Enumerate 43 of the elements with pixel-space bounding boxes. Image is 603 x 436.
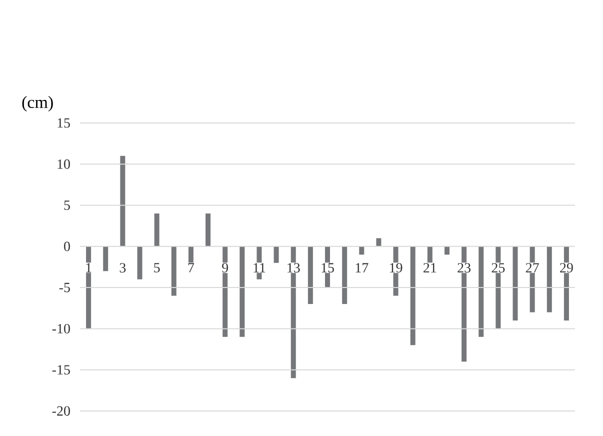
bar [342,246,348,304]
x-tick-label: 11 [254,263,266,272]
bar [120,156,126,246]
y-tick-label: -20 [52,406,70,416]
bar [137,246,142,280]
bar [171,246,176,296]
y-tick-label: 5 [64,200,70,210]
y-axis-title: (cm) [22,96,53,112]
bar [188,246,194,263]
x-tick-label: 15 [322,263,334,272]
x-tick-label: 19 [390,263,402,273]
bar [376,238,382,246]
x-tick-label: 25 [492,263,505,273]
y-tick-label: 10 [58,159,70,169]
x-tick-label: 29 [560,263,573,273]
y-tick-label: 15 [58,118,70,128]
x-tick-label: 13 [288,263,300,273]
bar [308,246,313,304]
bar [478,246,484,337]
bar [103,246,108,272]
x-tick-label: 27 [526,263,539,272]
x-tick-label: 17 [356,263,368,272]
y-tick-label: -15 [52,365,70,375]
bar [512,246,518,320]
bar [240,246,245,337]
bar [154,213,160,246]
x-tick-label: 5 [154,263,160,272]
bar [359,246,364,255]
bar [444,246,450,255]
y-tick-label: 0 [64,242,70,252]
bar [546,246,552,312]
x-tick-label: 7 [188,263,194,272]
bar [427,246,432,263]
x-tick-label: 3 [120,263,126,273]
y-tick-label: -10 [52,324,70,334]
x-tick-label: 23 [458,263,471,273]
bar [206,213,211,246]
y-tick-label: -5 [59,282,70,292]
x-tick-label: 1 [86,263,92,272]
x-tick-label: 21 [424,263,436,272]
bar [274,246,279,263]
x-tick-label: 9 [222,263,228,273]
bar [410,246,416,346]
